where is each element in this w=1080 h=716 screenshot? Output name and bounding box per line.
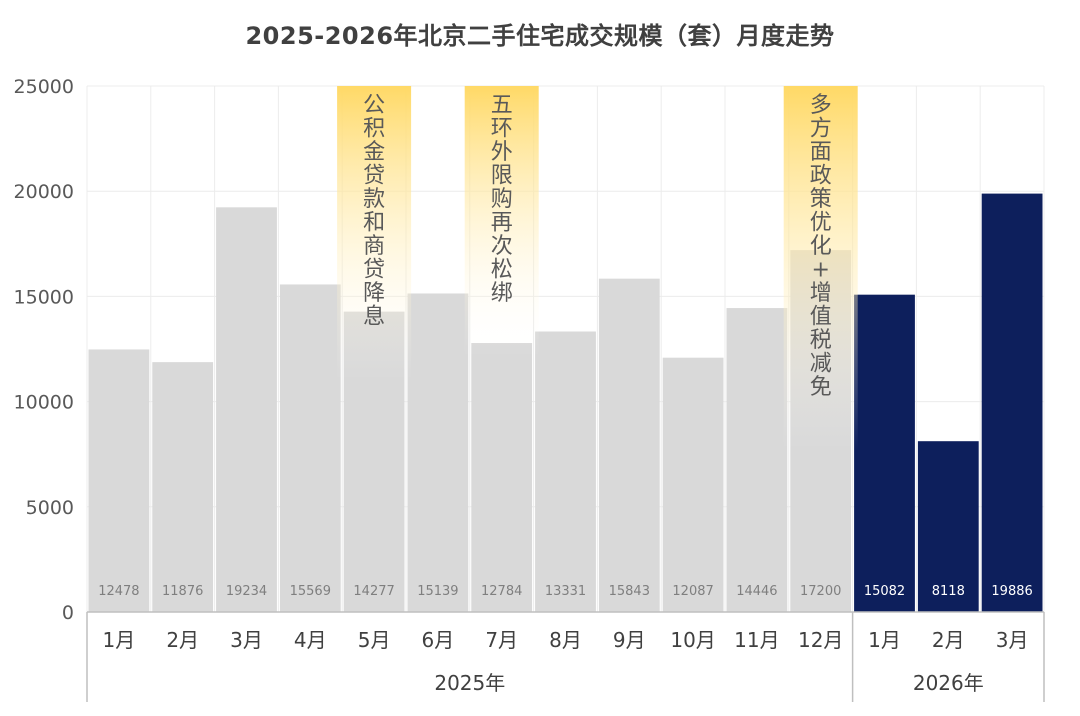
bar (917, 441, 979, 612)
x-tick-label: 5月 (358, 628, 391, 652)
bar (471, 343, 533, 612)
bar (152, 362, 214, 612)
x-tick-label: 4月 (294, 628, 327, 652)
x-tick-label: 2月 (932, 628, 965, 652)
bar (535, 331, 596, 612)
group-label: 2025年 (434, 671, 505, 695)
axes: 0 5000 10000 15000 20000 25000 1月 2月 3月 4月 5月 6月 7月 8… (14, 76, 1045, 702)
x-tick-label: 9月 (613, 628, 646, 652)
data-label: 19886 (991, 584, 1032, 599)
bar (726, 308, 788, 612)
annotation-band (464, 86, 539, 358)
data-label: 17200 (800, 584, 841, 599)
y-tick-label: 20000 (14, 181, 74, 203)
bar (216, 207, 277, 612)
x-tick-label: 6月 (422, 628, 455, 652)
bar (88, 349, 150, 612)
x-tick-label: 1月 (103, 628, 136, 652)
y-tick-label: 0 (62, 602, 74, 624)
data-label: 11876 (162, 584, 203, 599)
bars: 12478 11876 19234 15569 14277 15139 12784 13331… (88, 193, 1043, 612)
bar (279, 284, 341, 612)
data-label: 15569 (290, 584, 331, 599)
x-tick-label: 11月 (734, 628, 779, 652)
data-label: 12478 (98, 584, 139, 599)
y-tick-label: 25000 (14, 76, 74, 98)
data-label: 15139 (417, 584, 458, 599)
x-tick-label: 1月 (868, 628, 901, 652)
data-label: 14277 (353, 584, 394, 599)
bar (981, 193, 1043, 612)
x-tick-label: 8月 (549, 628, 582, 652)
annotation-band (783, 86, 858, 452)
annotation-text: 公积金贷款和商贷降息 (363, 93, 385, 330)
x-tick-label: 10月 (670, 628, 715, 652)
data-label: 14446 (736, 584, 777, 599)
bar (407, 293, 469, 612)
y-tick-label: 10000 (14, 392, 74, 414)
y-tick-label: 5000 (26, 497, 74, 519)
x-tick-label: 3月 (230, 628, 263, 652)
group-label: 2026年 (913, 671, 984, 695)
data-label: 15082 (864, 584, 905, 599)
x-tick-label: 12月 (798, 628, 843, 652)
data-label: 12784 (481, 584, 522, 599)
x-tick-label: 2月 (166, 628, 199, 652)
bar (662, 357, 724, 612)
data-label: 15843 (609, 584, 650, 599)
data-label: 12087 (672, 584, 713, 599)
y-tick-label: 15000 (14, 286, 74, 308)
annotations: 公积金贷款和商贷降息 五环外限购再次松绑 多方面政策优化+增值税减免 (337, 86, 858, 452)
x-tick-label: 7月 (485, 628, 518, 652)
annotation-band (337, 86, 412, 381)
bar (598, 278, 660, 612)
data-label: 19234 (226, 584, 267, 599)
annotation-text: 五环外限购再次松绑 (491, 93, 513, 306)
chart-title: 2025-2026年北京二手住宅成交规模（套）月度走势 (245, 22, 835, 50)
data-label: 13331 (545, 584, 586, 599)
bar (854, 294, 915, 612)
annotation-text: 多方面政策优化+增值税减免 (810, 93, 832, 400)
data-label: 8118 (932, 584, 965, 599)
x-tick-label: 3月 (996, 628, 1029, 652)
